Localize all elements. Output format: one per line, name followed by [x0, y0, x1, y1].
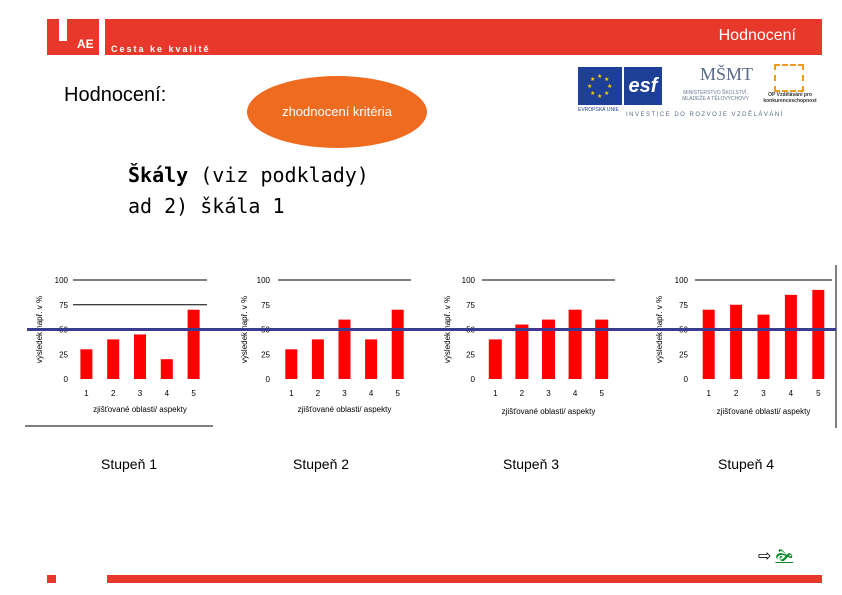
x-axis-label: zjišťované oblasti/ aspekty	[502, 407, 596, 416]
y-tick-label: 100	[257, 276, 271, 285]
header-bar: AE Cesta ke kvalitě Hodnocení	[47, 19, 822, 55]
header-band	[105, 19, 822, 55]
tagline: Cesta ke kvalitě	[111, 44, 211, 54]
bar	[488, 339, 502, 379]
criteria-ellipse: zhodnocení kritéria	[247, 76, 427, 148]
x-tick-label: 2	[111, 389, 116, 398]
footer-bar	[107, 575, 822, 583]
opvk-icon	[774, 64, 804, 92]
x-tick-label: 5	[395, 389, 400, 398]
msmt-label: MINISTERSTVO ŠKOLSTVÍ, MLÁDEŽE A TĚLOVÝC…	[682, 90, 749, 102]
y-tick-label: 25	[679, 350, 688, 359]
y-tick-label: 25	[466, 350, 475, 359]
scales-line-1: Škály (viz podklady)	[128, 160, 369, 191]
esf-logo: esf	[624, 67, 662, 105]
x-tick-label: 1	[493, 389, 498, 398]
y-tick-label: 100	[55, 276, 69, 285]
y-tick-label: 75	[59, 301, 68, 310]
x-axis-label: zjišťované oblasti/ aspekty	[93, 405, 187, 414]
y-tick-label: 0	[471, 375, 476, 384]
caption-4: Stupeň 4	[718, 456, 775, 472]
x-tick-label: 4	[789, 389, 794, 398]
x-tick-label: 3	[761, 389, 766, 398]
caption-3: Stupeň 3	[503, 456, 560, 472]
caption-2: Stupeň 2	[293, 456, 350, 472]
msmt-mark: MŠMT	[700, 64, 754, 84]
x-tick-label: 3	[138, 389, 143, 398]
bar	[80, 349, 93, 379]
y-tick-label: 25	[261, 350, 270, 359]
page-title: Hodnocení	[718, 27, 796, 44]
scales-line-2: ad 2) škála 1	[128, 194, 285, 218]
bar	[595, 319, 609, 379]
ellipse-text: zhodnocení kritéria	[282, 104, 392, 119]
x-tick-label: 3	[342, 389, 347, 398]
x-tick-label: 4	[573, 389, 578, 398]
bar	[730, 304, 743, 379]
x-tick-label: 5	[599, 389, 604, 398]
x-tick-label: 2	[316, 389, 321, 398]
bar	[338, 319, 351, 379]
scales-bold: Škály	[128, 163, 189, 187]
opvk-logo: OP Vzdělávání pro konkurenceschopnost	[760, 64, 817, 108]
bar	[784, 294, 797, 379]
x-tick-label: 1	[289, 389, 294, 398]
bar	[757, 314, 770, 379]
y-tick-label: 100	[462, 276, 476, 285]
y-tick-label: 0	[684, 375, 689, 384]
invest-text: INVESTICE DO ROZVOJE VZDĚLÁVÁNÍ	[626, 112, 784, 118]
bar	[285, 349, 298, 379]
msmt-logo: MŠMT MINISTERSTVO ŠKOLSTVÍ, MLÁDEŽE A TĚ…	[678, 64, 753, 108]
x-axis-label: zjišťované oblasti/ aspekty	[298, 405, 392, 414]
bar	[702, 309, 715, 379]
x-tick-label: 1	[706, 389, 711, 398]
x-tick-label: 1	[84, 389, 89, 398]
logo-cutout	[59, 19, 67, 41]
x-tick-label: 3	[546, 389, 551, 398]
x-tick-label: 4	[369, 389, 374, 398]
bar	[311, 339, 324, 379]
arrow-icon: ⇨	[758, 548, 772, 565]
bar	[160, 359, 173, 379]
logo-text: AE	[77, 37, 94, 51]
ornament-icon[interactable]: 🙞	[775, 548, 794, 565]
y-tick-label: 75	[679, 301, 688, 310]
opvk-label: OP Vzdělávání pro konkurenceschopnost	[763, 92, 817, 104]
y-tick-label: 0	[64, 375, 69, 384]
logo: AE	[47, 19, 99, 55]
bar	[107, 339, 120, 379]
y-tick-label: 75	[261, 301, 270, 310]
footer-square	[47, 575, 56, 583]
bar	[812, 289, 825, 379]
y-tick-label: 75	[466, 301, 475, 310]
eu-flag-icon: ★ ★ ★ ★ ★ ★ ★ ★	[578, 67, 622, 105]
y-tick-label: 0	[266, 375, 271, 384]
bar	[515, 324, 529, 379]
scales-text: Škály (viz podklady) ad 2) škála 1	[128, 160, 369, 222]
caption-1: Stupeň 1	[101, 456, 158, 472]
nav-link[interactable]: ⇨ 🙞	[758, 545, 793, 572]
bar	[542, 319, 555, 379]
bar	[568, 309, 582, 379]
x-axis-label: zjišťované oblasti/ aspekty	[717, 407, 811, 416]
scales-rest: (viz podklady)	[188, 163, 369, 187]
x-tick-label: 5	[191, 389, 196, 398]
x-tick-label: 5	[816, 389, 821, 398]
x-tick-label: 2	[734, 389, 739, 398]
slide-heading: Hodnocení:	[64, 84, 167, 106]
bar	[134, 334, 146, 379]
x-tick-label: 2	[520, 389, 525, 398]
bar	[187, 309, 200, 379]
bar	[365, 339, 378, 379]
y-tick-label: 25	[59, 350, 68, 359]
eu-label: EVROPSKÁ UNIE	[578, 107, 619, 113]
y-tick-label: 100	[675, 276, 689, 285]
x-tick-label: 4	[165, 389, 170, 398]
bar	[391, 309, 404, 379]
partner-logos: ★ ★ ★ ★ ★ ★ ★ ★ EVROPSKÁ UNIE esf MŠMT M…	[578, 64, 818, 122]
